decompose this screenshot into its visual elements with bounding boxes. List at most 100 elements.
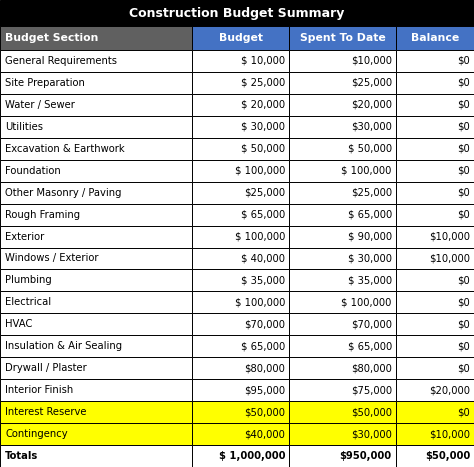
Bar (289, 160, 396, 182)
Bar (289, 204, 396, 226)
Text: $80,000: $80,000 (351, 363, 392, 373)
Bar (396, 182, 474, 204)
Text: $ 1,000,000: $ 1,000,000 (219, 451, 285, 461)
Bar (289, 401, 396, 423)
Text: Balance: Balance (411, 33, 459, 43)
Text: $0: $0 (457, 210, 470, 219)
Bar (289, 72, 396, 94)
Text: $10,000: $10,000 (351, 56, 392, 66)
Text: $75,000: $75,000 (351, 385, 392, 395)
Text: $0: $0 (457, 276, 470, 285)
Text: $0: $0 (457, 78, 470, 88)
Text: $ 50,000: $ 50,000 (347, 144, 392, 154)
Bar (289, 379, 396, 401)
Bar (192, 116, 289, 138)
Text: Site Preparation: Site Preparation (5, 78, 85, 88)
Text: $ 100,000: $ 100,000 (235, 297, 285, 307)
Text: $0: $0 (457, 166, 470, 176)
Text: Foundation: Foundation (5, 166, 61, 176)
Text: $0: $0 (457, 297, 470, 307)
Text: $25,000: $25,000 (351, 78, 392, 88)
Text: $ 100,000: $ 100,000 (341, 166, 392, 176)
Bar (0, 50, 192, 72)
Bar (192, 72, 289, 94)
Bar (396, 269, 474, 291)
Text: $80,000: $80,000 (244, 363, 285, 373)
Text: Interior Finish: Interior Finish (5, 385, 73, 395)
Bar (0, 138, 192, 160)
Bar (0, 94, 192, 116)
Bar (396, 116, 474, 138)
Text: Other Masonry / Paving: Other Masonry / Paving (5, 188, 121, 198)
Text: $70,000: $70,000 (351, 319, 392, 329)
Text: Contingency: Contingency (5, 429, 68, 439)
Bar (0, 291, 192, 313)
Text: $ 20,000: $ 20,000 (241, 100, 285, 110)
Text: $ 65,000: $ 65,000 (347, 341, 392, 351)
Bar (0, 269, 192, 291)
Bar (396, 423, 474, 445)
Bar (0, 335, 192, 357)
Bar (0, 313, 192, 335)
Bar (396, 313, 474, 335)
Bar (192, 335, 289, 357)
Text: $10,000: $10,000 (429, 232, 470, 241)
Text: $0: $0 (457, 188, 470, 198)
Bar (192, 204, 289, 226)
Bar (396, 445, 474, 467)
Bar (192, 379, 289, 401)
Text: $950,000: $950,000 (340, 451, 392, 461)
Bar (192, 94, 289, 116)
Text: Rough Framing: Rough Framing (5, 210, 80, 219)
Bar (192, 291, 289, 313)
Bar (289, 116, 396, 138)
Text: $95,000: $95,000 (244, 385, 285, 395)
Bar (289, 335, 396, 357)
Bar (289, 445, 396, 467)
Text: $ 90,000: $ 90,000 (347, 232, 392, 241)
Bar (192, 226, 289, 248)
Bar (396, 26, 474, 50)
Text: $50,000: $50,000 (425, 451, 470, 461)
Text: Excavation & Earthwork: Excavation & Earthwork (5, 144, 125, 154)
Bar (289, 226, 396, 248)
Text: $ 65,000: $ 65,000 (241, 341, 285, 351)
Text: Totals: Totals (5, 451, 38, 461)
Bar (192, 26, 289, 50)
Bar (289, 138, 396, 160)
Bar (0, 204, 192, 226)
Text: General Requirements: General Requirements (5, 56, 117, 66)
Bar (192, 357, 289, 379)
Text: $0: $0 (457, 100, 470, 110)
Bar (0, 116, 192, 138)
Text: Exterior: Exterior (5, 232, 44, 241)
Text: $ 100,000: $ 100,000 (235, 166, 285, 176)
Bar (0, 248, 192, 269)
Text: $10,000: $10,000 (429, 429, 470, 439)
Text: $0: $0 (457, 319, 470, 329)
Bar (396, 94, 474, 116)
Bar (396, 226, 474, 248)
Text: Utilities: Utilities (5, 122, 43, 132)
Bar (192, 445, 289, 467)
Bar (0, 182, 192, 204)
Bar (0, 160, 192, 182)
Text: Construction Budget Summary: Construction Budget Summary (129, 7, 345, 20)
Bar (192, 401, 289, 423)
Bar (289, 26, 396, 50)
Bar (0, 401, 192, 423)
Text: Water / Sewer: Water / Sewer (5, 100, 75, 110)
Text: $0: $0 (457, 144, 470, 154)
Text: $50,000: $50,000 (244, 407, 285, 417)
Text: $ 65,000: $ 65,000 (347, 210, 392, 219)
Bar (192, 423, 289, 445)
Bar (289, 423, 396, 445)
Bar (396, 72, 474, 94)
Text: $0: $0 (457, 363, 470, 373)
Bar (289, 291, 396, 313)
Bar (0, 0, 474, 26)
Text: $25,000: $25,000 (244, 188, 285, 198)
Text: $20,000: $20,000 (429, 385, 470, 395)
Text: $ 100,000: $ 100,000 (341, 297, 392, 307)
Bar (0, 357, 192, 379)
